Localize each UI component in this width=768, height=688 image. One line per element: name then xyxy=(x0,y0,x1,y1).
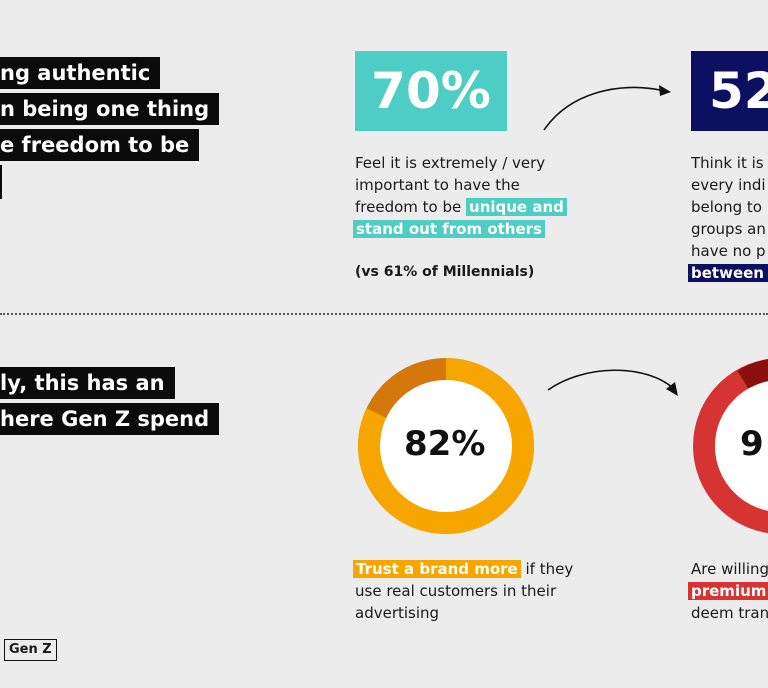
stat-52-description: Think it is every indi belong to groups … xyxy=(688,152,768,284)
top-headline-line-1: ng authentic xyxy=(0,57,161,89)
donut-9x-chart xyxy=(693,358,768,534)
bottom-headline-line-2: here Gen Z spend xyxy=(0,403,220,435)
stat-52-line-1: Think it is xyxy=(691,154,764,172)
stat-52-line-6: between g xyxy=(688,262,768,284)
top-headline-line-2: n being one thing xyxy=(0,93,220,125)
top-headline-line-4 xyxy=(0,165,2,199)
stat-70-highlight-1: unique and xyxy=(466,198,567,216)
donut-82-line-1: Trust a brand more if they xyxy=(353,558,573,580)
stat-70-box: 70% xyxy=(355,51,507,131)
donut-82-line-2: use real customers in their xyxy=(355,582,557,600)
donut-82-chart xyxy=(358,358,534,534)
donut-9x-line-2: premium xyxy=(688,580,768,602)
donut-82-value: 82% xyxy=(404,424,486,464)
gen-z-logo: Gen Z xyxy=(4,639,57,661)
donut-9x-line-1: Are willing xyxy=(691,560,768,578)
stat-70-line-1: Feel it is extremely / very xyxy=(355,154,546,172)
donut-9x-value: 9 xyxy=(740,424,764,464)
top-arrow-icon xyxy=(543,85,671,131)
bottom-arrow-icon xyxy=(547,369,678,396)
stat-52-value: 52 xyxy=(709,62,768,120)
stat-52-line-4: groups an xyxy=(691,220,766,238)
donut-9x-line-3: deem tran xyxy=(691,604,768,622)
donut-82-main-ring xyxy=(358,358,534,534)
donut-9x-main-ring xyxy=(693,358,768,534)
stat-70-line-4: stand out from others xyxy=(353,218,567,240)
stat-70-line-3-prefix: freedom to be xyxy=(355,198,462,216)
section-divider xyxy=(0,313,768,315)
stat-52-line-5: have no p xyxy=(691,242,766,260)
stat-70-highlight-2: stand out from others xyxy=(353,220,545,238)
donut-82-center xyxy=(380,380,512,512)
stat-52-line-2: every indi xyxy=(691,176,766,194)
stat-70-line-3: freedom to be unique and xyxy=(355,196,567,218)
top-headline-line-3: e freedom to be xyxy=(0,129,200,161)
donut-9x-description: Are willing premium deem tran xyxy=(688,558,768,624)
donut-9x-highlight: premium xyxy=(688,582,768,600)
stat-70-description: Feel it is extremely / very important to… xyxy=(353,152,567,240)
donut-82-line-1-suffix: if they xyxy=(525,560,574,578)
stat-52-line-3: belong to xyxy=(691,198,762,216)
donut-82-line-3: advertising xyxy=(355,604,440,622)
stat-70-line-2: important to have the xyxy=(355,176,520,194)
donut-9x-secondary-ring xyxy=(737,359,768,390)
stat-52-highlight: between g xyxy=(688,264,768,282)
donut-82-description: Trust a brand more if they use real cust… xyxy=(353,558,573,624)
donut-82-highlight: Trust a brand more xyxy=(353,560,521,578)
bottom-headline-line-1: ly, this has an xyxy=(0,367,175,399)
stat-70-note: (vs 61% of Millennials) xyxy=(355,264,535,280)
donut-9x-center xyxy=(715,381,768,511)
stat-70-value: 70% xyxy=(371,62,491,120)
stat-52-box: 52 xyxy=(691,51,768,131)
